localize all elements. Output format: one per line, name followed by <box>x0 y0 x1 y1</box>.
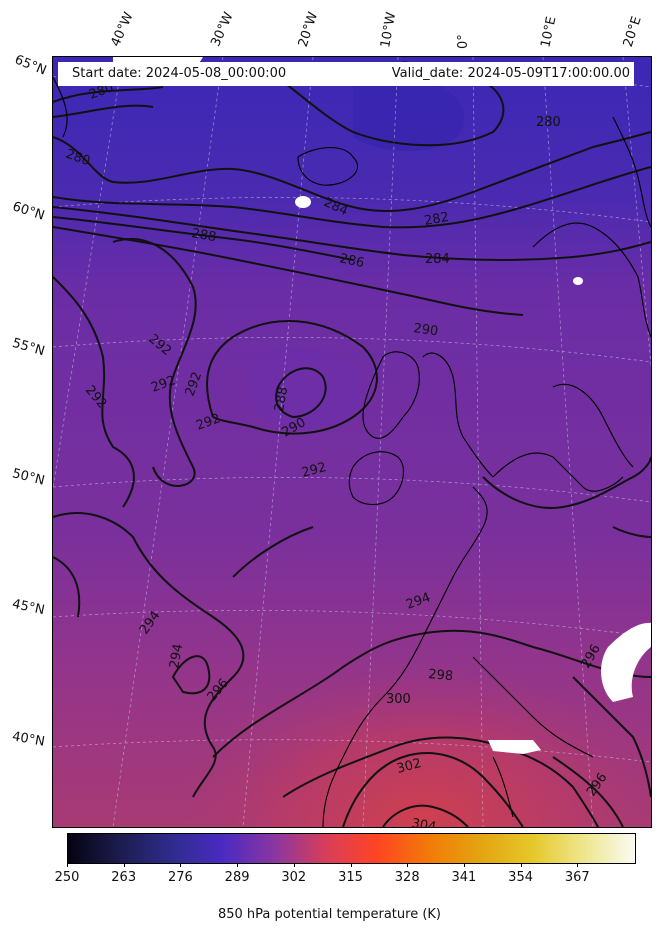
coastlines <box>53 76 651 827</box>
start-date-label: Start date: 2024-05-08_00:00:00 <box>72 66 287 81</box>
colorbar-tick-mark <box>180 863 182 867</box>
contour-label: 290 <box>412 321 439 339</box>
contour-label: 284 <box>425 252 450 267</box>
valid-date-label: Valid_date: 2024-05-09T17:00:00.00 <box>391 66 630 81</box>
colorbar-tick-label: 302 <box>281 870 307 885</box>
latitude-label: 50°N <box>10 466 47 489</box>
latitude-label: 65°N <box>12 52 49 79</box>
longitude-label: 30°W <box>208 10 237 50</box>
longitude-label: 20°E <box>620 14 645 50</box>
contour-label: 292 <box>300 460 328 481</box>
colorbar-tick-mark <box>67 863 68 867</box>
latitude-label: 55°N <box>10 335 47 360</box>
colorbar-tick-label: 315 <box>338 870 363 885</box>
potential-temperature-map: 280 280 280 282 284 284 286 288 288 290 … <box>53 57 651 827</box>
contour-label: 282 <box>423 210 450 229</box>
contour-label: 288 <box>190 226 217 245</box>
cold-pool-atlantic <box>249 347 364 430</box>
colorbar-tick-mark <box>463 863 465 867</box>
colorbar-tick-label: 341 <box>451 870 477 885</box>
warm-anomaly <box>53 457 651 827</box>
contour-label: 286 <box>338 251 365 271</box>
longitude-label: 10°W <box>378 11 400 50</box>
contour-label: 300 <box>386 692 411 707</box>
colorbar-tick-label: 250 <box>54 870 80 885</box>
contour-label: 288 <box>272 386 291 413</box>
contour-label: 302 <box>395 756 423 777</box>
colorbar-tick-label: 276 <box>167 870 193 885</box>
latitude-label: 60°N <box>10 199 47 224</box>
contour-label: 298 <box>428 667 454 684</box>
colorbar-tick-label: 263 <box>111 870 137 885</box>
colorbar-tick-mark <box>577 863 579 867</box>
contour-label: 304 <box>410 816 437 827</box>
colorbar-tick-label: 354 <box>508 870 534 885</box>
contour-label: 294 <box>167 643 186 670</box>
cold-pool <box>353 74 465 151</box>
colorbar-tick-label: 367 <box>564 870 590 885</box>
colorbar-tick-label: 289 <box>224 870 250 885</box>
isentropes <box>53 61 651 827</box>
longitude-label: 40°W <box>108 10 137 50</box>
longitude-label: 10°E <box>538 15 560 50</box>
latitude-label: 40°N <box>10 729 46 750</box>
colorbar-tick-mark <box>520 863 522 867</box>
longitude-label: 20°W <box>295 10 322 49</box>
colorbar-tick-mark <box>407 863 409 867</box>
run-info-bar: Start date: 2024-05-08_00:00:00 Valid_da… <box>58 62 634 86</box>
colorbar-tick-mark <box>123 863 125 867</box>
map-panel[interactable]: 280 280 280 282 284 284 286 288 288 290 … <box>52 56 652 828</box>
colorbar-tick-mark <box>350 863 352 867</box>
latitude-label: 45°N <box>10 596 46 619</box>
longitude-label: 0° <box>456 34 471 49</box>
colorbar <box>67 833 636 864</box>
colorbar-label: 850 hPa potential temperature (K) <box>217 907 441 922</box>
colorbar-tick-mark <box>237 863 239 867</box>
contour-label: 280 <box>536 115 561 130</box>
colorbar-tick-label: 328 <box>394 870 420 885</box>
colorbar-tick-mark <box>293 863 295 867</box>
